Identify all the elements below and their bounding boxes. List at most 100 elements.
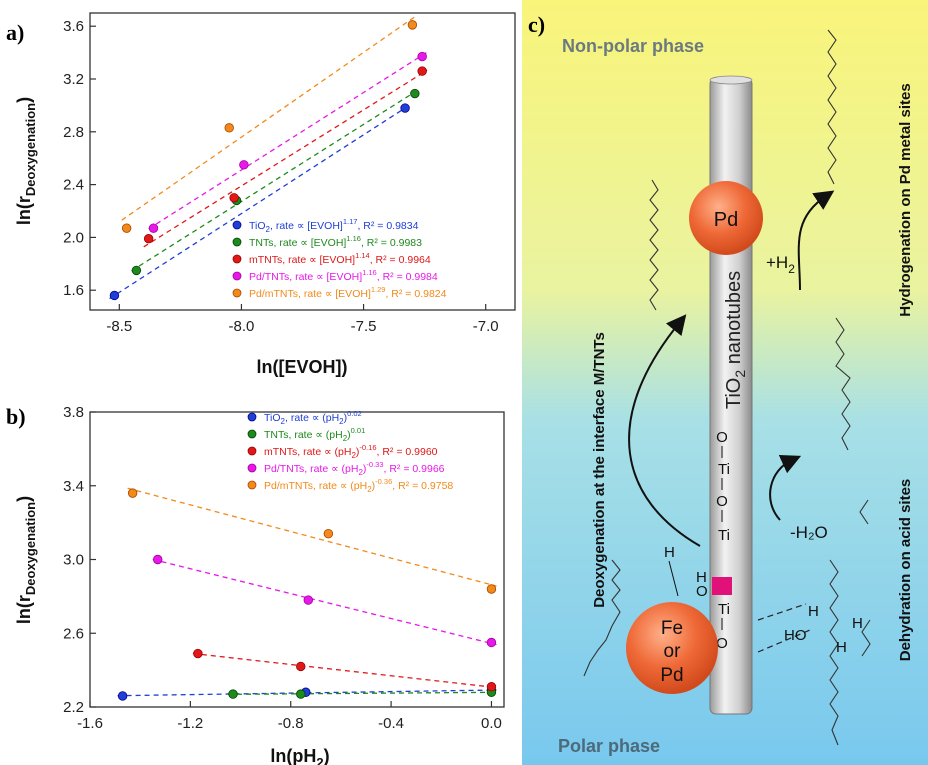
data-point-a-pd-mtnts	[407, 20, 418, 30]
svg-text:O: O	[716, 635, 728, 652]
fit-line-a-tnts	[131, 88, 421, 272]
deoxygenation-arrow	[628, 314, 701, 547]
svg-text:Ti: Ti	[718, 461, 730, 478]
panel-a: a) -8.5 -8.0 -7.5 -7.0 1.6 2.0 2.4 2.8 3.2 3.6 ln…	[6, 12, 516, 377]
plot-b-fit-lines	[117, 487, 497, 697]
svg-text:Deoxygenation at the interface: Deoxygenation at the interface M/TNTs	[591, 332, 608, 608]
y-tick-label-b: 3.8	[63, 404, 84, 421]
svg-text:Ti: Ti	[718, 527, 730, 544]
polar-phase-label: Polar phase	[558, 736, 660, 756]
data-point-a-mtnts	[417, 66, 427, 76]
data-point-a-pd-tnts	[417, 51, 427, 62]
svg-text:ln(rDeoxygenation): ln(rDeoxygenation)	[14, 97, 38, 225]
svg-text:O: O	[716, 429, 728, 446]
dashed-bonds	[757, 603, 811, 653]
panel-a-letter: a)	[6, 20, 24, 45]
data-point-a-tio2	[400, 103, 410, 113]
panel-b: b) -1.6 -1.2 -0.8 -0.4 0.0 2.2 2.6 3.0 3.4 3.8 ln…	[6, 404, 505, 765]
dehydration-arrow	[769, 455, 802, 521]
fe-or-pd-particle	[626, 602, 718, 694]
legend-label-b: Pd/mTNTs, rate ∝ (pH2)-0.36, R² = 0.9758	[264, 477, 453, 494]
legend-marker-a	[232, 288, 242, 298]
svg-text:Ti: Ti	[718, 601, 730, 618]
y-tick-label-a: 2.0	[63, 229, 84, 246]
legend-marker-a	[232, 220, 242, 230]
y-tick-label-a: 3.6	[63, 18, 84, 35]
legend-marker-a	[232, 237, 242, 247]
data-point-a-tnts	[410, 88, 420, 99]
data-point-a-pd-mtnts	[121, 223, 132, 233]
hydrogenation-arrow	[797, 190, 835, 291]
fit-line-b-mtnts	[192, 652, 497, 689]
legend-label-b: TiO2, rate ∝ (pH2)0.02	[264, 409, 362, 426]
right-top-label: Hydrogenation on Pd metal sites	[897, 83, 914, 316]
y-tick-label-b: 3.4	[63, 478, 84, 495]
data-point-b-pd-tnts	[303, 595, 313, 605]
plot-a-points	[109, 20, 427, 301]
data-point-b-pd-mtnts	[127, 488, 138, 498]
water-label: -H₂O	[790, 523, 828, 542]
data-point-b-mtnts	[193, 648, 203, 659]
plot-a-frame	[89, 12, 516, 311]
svg-text:H: H	[696, 569, 707, 586]
svg-text:HO: HO	[784, 627, 807, 644]
svg-text:O: O	[696, 583, 708, 600]
data-point-b-mtnts	[296, 661, 306, 672]
svg-text:H: H	[852, 615, 863, 632]
right-bottom-label: Dehydration on acid sites	[897, 479, 914, 662]
pd-particle	[689, 181, 763, 255]
svg-text:Pd: Pd	[660, 665, 683, 686]
svg-text:Dehydration on acid sites: Dehydration on acid sites	[897, 479, 914, 662]
y-axis-label-a: ln(rDeoxygenation)	[14, 97, 38, 225]
legend-label-a: mTNTs, rate ∝ [EVOH]1.14, R² = 0.9964	[249, 251, 431, 266]
x-tick-label-b: -1.6	[77, 715, 103, 732]
fit-line-a-pd-mtnts	[121, 14, 418, 221]
left-side-label: Deoxygenation at the interface M/TNTs	[591, 332, 608, 608]
data-point-b-pd-mtnts	[323, 528, 334, 539]
panel-c-schematic: c) Non-polar phase Polar phase TiO2 nano…	[522, 0, 928, 765]
panel-c-letter: c)	[528, 12, 545, 37]
svg-text:O: O	[716, 493, 728, 510]
legend-marker-b	[247, 480, 257, 490]
data-point-b-tnts	[228, 689, 238, 699]
plot-a-ticks: -8.5 -8.0 -7.5 -7.0 1.6 2.0 2.4 2.8 3.2 3.6	[63, 18, 498, 335]
panel-b-letter: b)	[6, 404, 26, 429]
x-axis-label-a: ln([EVOH])	[257, 357, 348, 377]
legend-label-b: mTNTs, rate ∝ (pH2)-0.16, R² = 0.9960	[264, 443, 438, 460]
y-tick-label-a: 1.6	[63, 282, 84, 299]
h2-label: +H2	[766, 253, 795, 276]
acid-site-square	[712, 577, 732, 595]
x-tick-label-b: 0.0	[481, 715, 502, 732]
plot-a-fit-lines	[109, 14, 428, 300]
data-point-a-mtnts	[229, 193, 239, 203]
data-point-b-tio2	[117, 691, 128, 701]
fit-line-a-pd-tnts	[148, 51, 428, 230]
fit-line-b-pd-mtnts	[127, 487, 497, 587]
svg-text:ln(rDeoxygenation): ln(rDeoxygenation)	[14, 496, 38, 624]
legend-marker-b	[247, 412, 257, 422]
fit-line-a-tio2	[109, 104, 411, 300]
x-tick-label-a: -8.0	[229, 318, 255, 335]
data-point-a-tnts	[131, 265, 142, 276]
legend-label-a: Pd/TNTs, rate ∝ [EVOH]1.16, R² = 0.9984	[249, 268, 438, 283]
x-tick-label-b: -0.8	[278, 715, 304, 732]
data-point-a-pd-tnts	[148, 223, 159, 233]
svg-text:H: H	[664, 544, 675, 561]
legend-marker-b	[247, 463, 257, 473]
data-point-b-mtnts	[486, 682, 497, 692]
y-tick-label-b: 2.6	[63, 625, 84, 642]
data-point-b-pd-mtnts	[486, 584, 497, 594]
data-point-a-mtnts	[143, 234, 154, 244]
y-tick-label-a: 2.4	[63, 177, 84, 194]
y-tick-label-b: 2.2	[63, 699, 84, 716]
legend-marker-a	[232, 254, 242, 264]
surface-molecule: H H O	[664, 544, 708, 600]
data-point-b-pd-tnts	[486, 637, 497, 648]
x-tick-label-a: -7.5	[351, 318, 377, 335]
legend-marker-b	[247, 446, 257, 456]
pd-label: Pd	[714, 209, 738, 231]
legend-marker-b	[247, 429, 257, 439]
ti-o-chain: O Ti O Ti Ti O	[712, 429, 732, 652]
plot-b-points	[117, 488, 497, 701]
